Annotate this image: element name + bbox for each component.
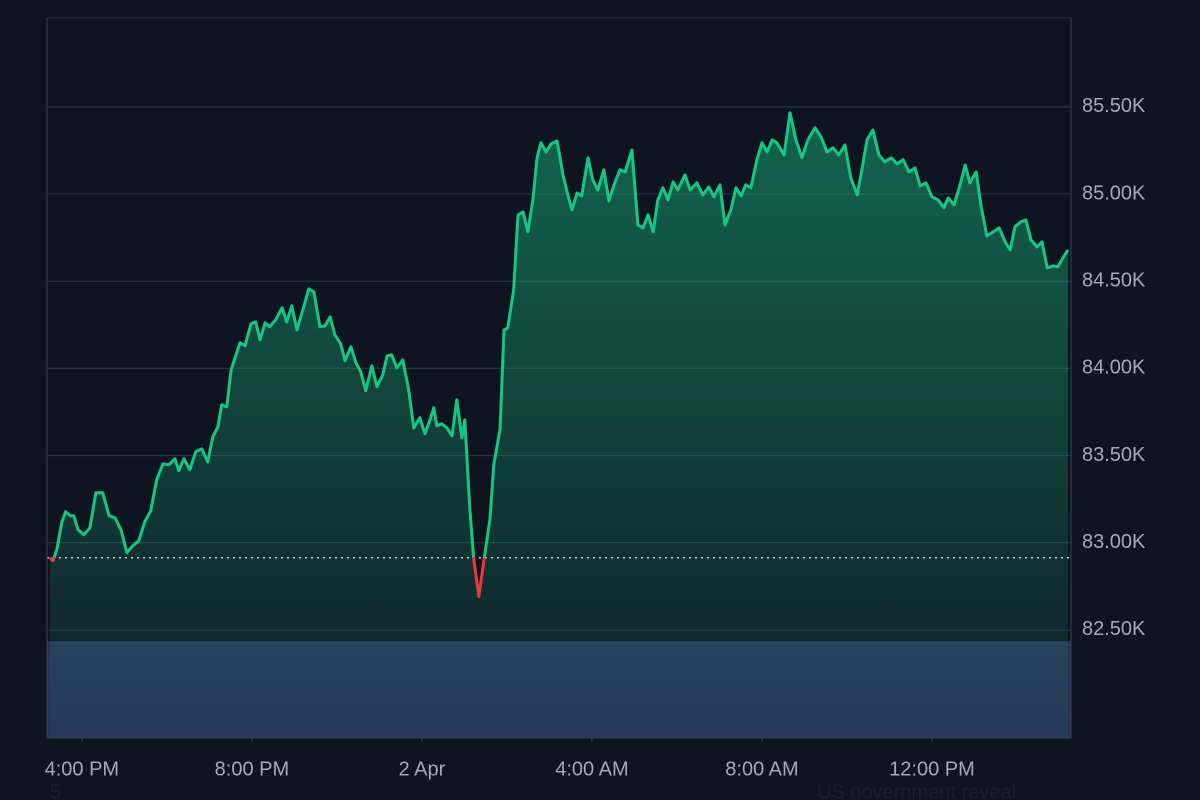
annotation: 5: [50, 781, 61, 800]
x-tick-label: 12:00 PM: [889, 758, 975, 780]
annotation: US government reveal: [817, 781, 1016, 800]
y-tick-label: 83.50K: [1082, 444, 1146, 466]
x-tick-label: 4:00 PM: [45, 758, 119, 780]
y-tick-label: 84.50K: [1082, 270, 1146, 292]
price-line: [48, 111, 1070, 599]
y-tick-label: 85.00K: [1082, 182, 1146, 204]
price-area: [49, 112, 1069, 739]
y-tick-label: 82.50K: [1082, 618, 1146, 640]
y-tick-label: 84.00K: [1082, 357, 1146, 379]
x-tick-label: 8:00 PM: [215, 758, 289, 780]
x-tick-label: 2 Apr: [399, 758, 446, 780]
y-tick-label: 85.50K: [1082, 95, 1146, 117]
x-tick-label: 8:00 AM: [725, 758, 798, 780]
x-tick-label: 4:00 AM: [555, 758, 628, 780]
y-tick-label: 83.00K: [1082, 531, 1146, 553]
